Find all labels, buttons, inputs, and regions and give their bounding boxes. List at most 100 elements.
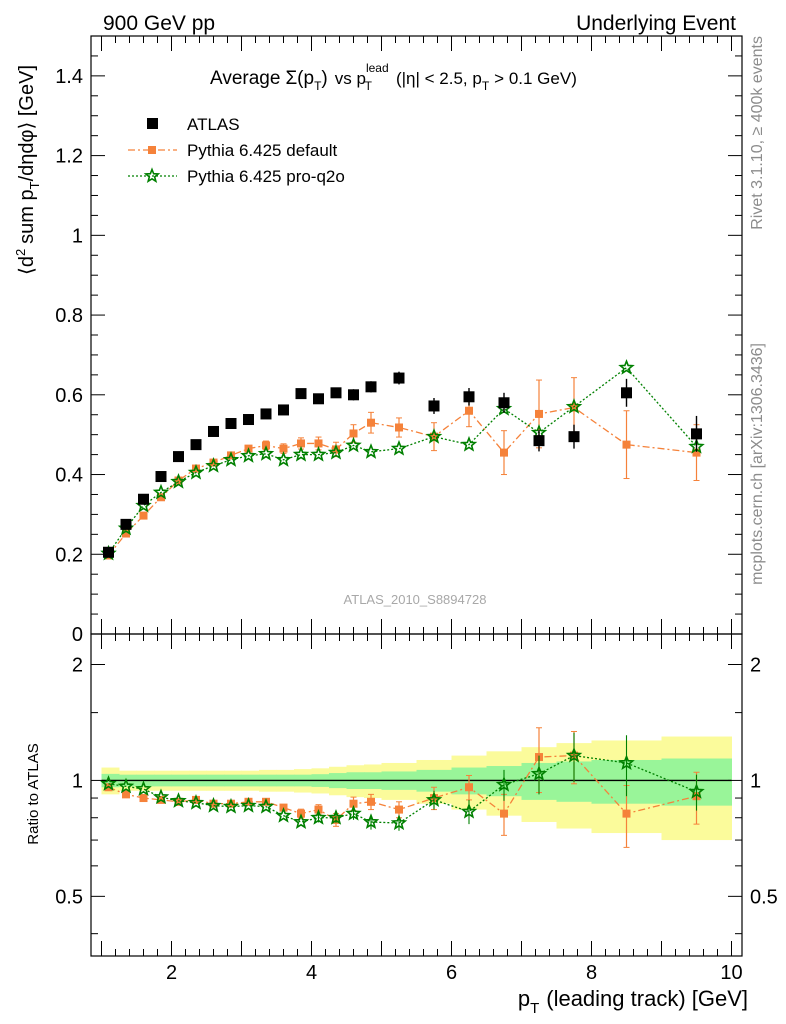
- y-tick-label-ratio-right: 1: [750, 770, 761, 792]
- data-point-default: [297, 439, 305, 448]
- data-point-default: [622, 440, 631, 449]
- data-point-atlas: [365, 381, 377, 393]
- ratio-panel-bands: [101, 736, 732, 841]
- data-point-proq2o: [327, 443, 345, 460]
- y-axis-label-main-b: sum p: [16, 189, 38, 243]
- ratio-point-proq2o: [618, 754, 635, 771]
- y-axis-label-ratio: Ratio to ATLAS: [25, 743, 42, 844]
- data-point-default: [465, 406, 473, 415]
- data-point-atlas: [428, 400, 440, 412]
- data-point-default: [209, 458, 218, 467]
- data-point-default: [535, 409, 543, 418]
- ratio-point-proq2o: [460, 802, 478, 819]
- ratio-panel-series: [100, 727, 705, 848]
- ratio-point-default: [367, 797, 375, 806]
- y-tick-label-ratio-right: 0.5: [750, 886, 778, 908]
- x-axis-label-b: (leading track) [GeV]: [546, 986, 748, 1011]
- data-point-proq2o: [425, 427, 443, 444]
- data-point-proq2o: [565, 398, 583, 414]
- data-point-atlas: [103, 546, 114, 558]
- data-point-default: [500, 448, 508, 457]
- x-tick-label: 6: [446, 962, 457, 984]
- data-point-atlas: [393, 372, 405, 384]
- ratio-panel-border: [90, 633, 743, 957]
- data-point-proq2o: [390, 439, 408, 456]
- y-tick-label-main: 0.6: [55, 385, 83, 407]
- ratio-point-default: [122, 790, 130, 799]
- data-point-atlas: [295, 388, 307, 400]
- ratio-point-proq2o: [170, 792, 187, 808]
- ratio-point-proq2o: [390, 814, 408, 831]
- data-point-atlas: [173, 451, 184, 463]
- y-tick-label-main: 0.2: [55, 544, 83, 566]
- data-point-proq2o: [292, 445, 310, 462]
- data-point-proq2o: [275, 451, 292, 467]
- header-left-label: 900 GeV pp: [103, 12, 215, 35]
- ratio-point-proq2o: [275, 806, 292, 823]
- analysis-watermark: ATLAS_2010_S8894728: [344, 592, 487, 607]
- plot-title: Average Σ(pT) vs plead T (|η| < 2.5, pT > 0.1…: [210, 61, 577, 93]
- plot-title-cuts-a: (|η| < 2.5, p: [396, 69, 482, 88]
- header-right-label: Underlying Event: [576, 12, 736, 35]
- data-point-atlas: [330, 387, 342, 399]
- data-point-atlas: [278, 404, 289, 416]
- y-axis-label-main-a: ⟨d: [16, 256, 38, 275]
- y-tick-label-main: 1: [72, 225, 83, 247]
- main-panel-ticks: 0 0.2 0.4 0.6 0.8 1 1.2 1.4: [55, 35, 742, 646]
- data-point-default: [349, 429, 358, 438]
- data-point-proq2o: [460, 435, 478, 452]
- data-point-atlas: [313, 393, 324, 405]
- data-point-proq2o: [345, 436, 362, 453]
- series-line-proq2o: [107, 366, 697, 554]
- y-tick-label-main: 0: [72, 624, 83, 646]
- y-tick-label-ratio: 1: [72, 770, 83, 792]
- legend-star-shape: [143, 167, 161, 184]
- data-point-default: [279, 444, 288, 453]
- ratio-point-default: [349, 799, 358, 808]
- x-tick-label: 4: [306, 962, 317, 984]
- y-tick-label-main: 0.8: [55, 305, 83, 327]
- plot-title-average: Average: [210, 68, 280, 89]
- data-point-atlas: [190, 439, 202, 451]
- y-tick-label-main: 1.4: [55, 66, 83, 88]
- data-point-default: [192, 464, 200, 473]
- plot-title-sigma-sub: T: [314, 79, 322, 93]
- ratio-point-proq2o: [530, 765, 548, 781]
- data-point-proq2o: [257, 445, 275, 461]
- y-tick-label-main: 1.2: [55, 146, 83, 168]
- y-tick-label-main: 0.4: [55, 465, 83, 487]
- data-point-default: [692, 448, 701, 457]
- ratio-point-proq2o: [327, 809, 345, 825]
- data-point-default: [395, 423, 403, 432]
- legend-label-proq2o: Pythia 6.425 pro-q2o: [187, 167, 345, 186]
- ratio-point-proq2o: [240, 796, 257, 813]
- y-tick-label-ratio: 2: [72, 654, 83, 676]
- ratio-point-proq2o: [565, 746, 583, 763]
- ratio-point-proq2o: [292, 813, 310, 830]
- data-point-default: [314, 439, 323, 448]
- data-point-atlas: [348, 389, 359, 401]
- legend-label-atlas: ATLAS: [187, 115, 240, 134]
- ratio-point-proq2o: [187, 794, 205, 810]
- x-axis-label-a: p: [518, 986, 530, 1011]
- ratio-point-proq2o: [310, 809, 327, 825]
- ratio-point-proq2o: [425, 791, 443, 807]
- data-point-proq2o: [618, 358, 635, 375]
- series-line-default: [107, 406, 697, 556]
- data-point-proq2o: [362, 443, 380, 459]
- ratio-panel-frame: [90, 633, 743, 957]
- plot-title-vs-sub: T: [365, 79, 373, 93]
- ratio-point-proq2o: [495, 775, 513, 792]
- plot-title-cuts-b: > 0.1 GeV): [494, 69, 577, 88]
- ratio-point-proq2o: [117, 777, 135, 794]
- legend-marker-proq2o: [143, 167, 161, 184]
- ratio-point-default: [209, 799, 218, 808]
- data-point-atlas: [155, 471, 167, 483]
- data-point-proq2o: [187, 463, 205, 480]
- ratio-point-default: [192, 795, 200, 804]
- ratio-point-proq2o: [100, 775, 117, 791]
- ratio-point-proq2o: [135, 780, 152, 797]
- ratio-point-default: [244, 797, 253, 806]
- ratio-point-proq2o: [362, 813, 380, 830]
- data-point-atlas: [120, 518, 132, 530]
